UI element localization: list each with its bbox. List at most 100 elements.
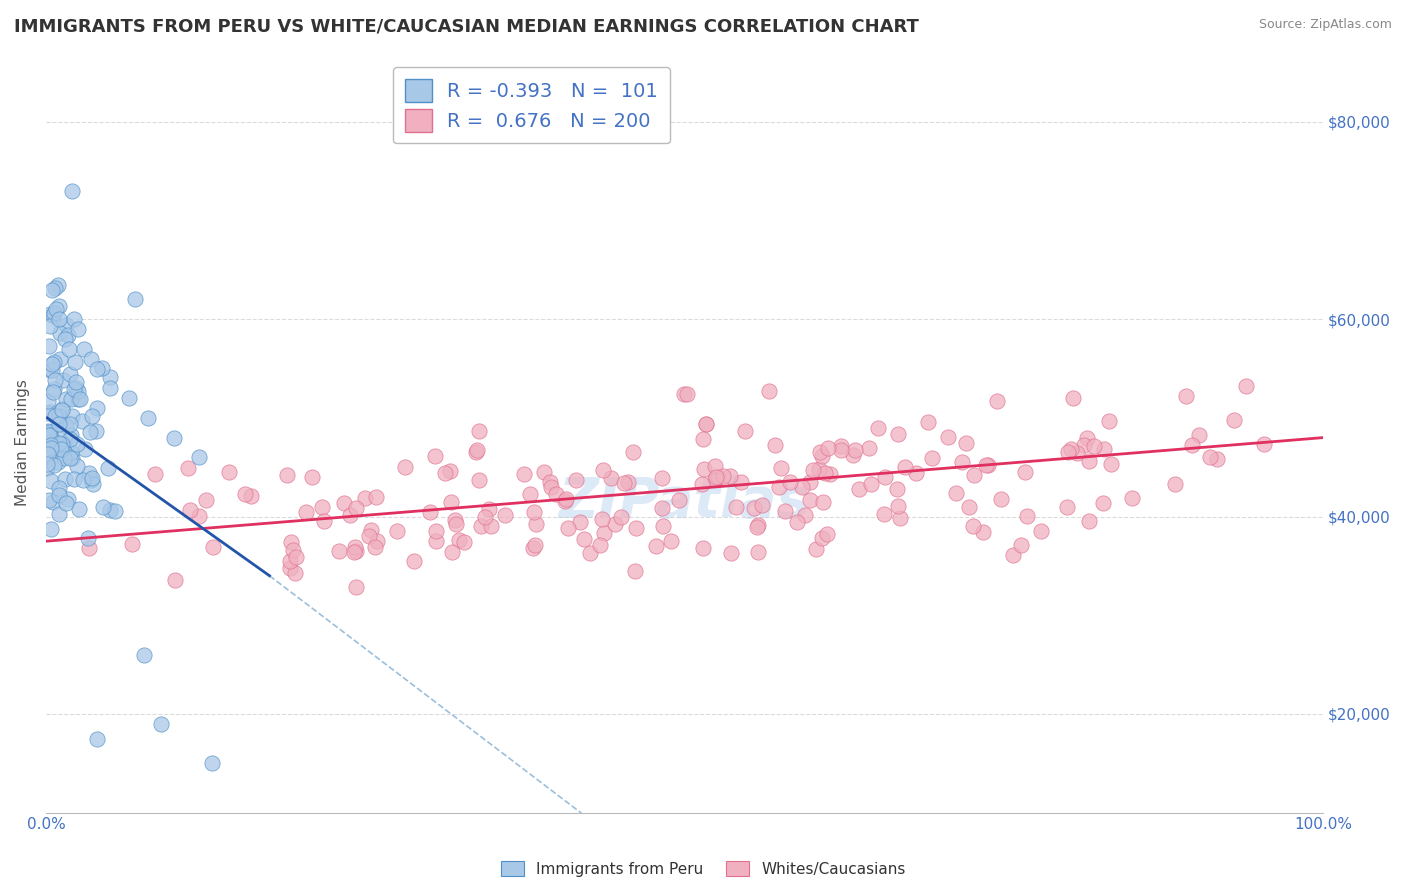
Point	[692, 541, 714, 556]
Point	[734, 424, 756, 438]
Point	[38, 425, 60, 439]
Point	[810, 531, 832, 545]
Point	[55, 318, 77, 333]
Point	[60, 444, 83, 458]
Point	[339, 508, 361, 522]
Point	[366, 533, 388, 548]
Point	[52, 442, 75, 457]
Point	[44, 281, 66, 295]
Point	[201, 756, 224, 771]
Point	[675, 387, 697, 401]
Point	[41, 283, 63, 297]
Point	[808, 445, 831, 459]
Point	[37, 394, 59, 409]
Point	[624, 564, 647, 578]
Point	[707, 470, 730, 484]
Point	[1077, 454, 1099, 468]
Point	[63, 382, 86, 396]
Point	[522, 541, 544, 555]
Point	[394, 460, 416, 475]
Point	[165, 574, 187, 588]
Text: ZIPatlas: ZIPatlas	[558, 475, 810, 529]
Point	[67, 502, 90, 516]
Point	[344, 540, 367, 554]
Point	[295, 504, 318, 518]
Point	[693, 462, 716, 476]
Point	[42, 434, 65, 448]
Point	[817, 441, 839, 455]
Point	[859, 477, 882, 491]
Point	[745, 520, 768, 534]
Point	[546, 487, 568, 501]
Point	[59, 428, 82, 442]
Point	[44, 306, 66, 320]
Point	[97, 461, 120, 475]
Point	[814, 466, 837, 480]
Point	[42, 382, 65, 396]
Point	[672, 386, 695, 401]
Point	[440, 494, 463, 508]
Point	[39, 428, 62, 442]
Point	[945, 486, 967, 500]
Point	[44, 373, 66, 387]
Point	[644, 539, 666, 553]
Point	[962, 519, 984, 533]
Point	[1056, 500, 1078, 515]
Point	[718, 469, 741, 483]
Point	[37, 431, 59, 445]
Point	[360, 523, 382, 537]
Point	[858, 441, 880, 455]
Point	[1066, 446, 1088, 460]
Point	[46, 444, 69, 458]
Point	[1253, 437, 1275, 451]
Point	[48, 507, 70, 521]
Point	[218, 465, 240, 479]
Point	[751, 499, 773, 513]
Point	[1073, 438, 1095, 452]
Point	[38, 308, 60, 322]
Point	[49, 442, 72, 457]
Point	[188, 508, 211, 523]
Point	[312, 514, 335, 528]
Point	[149, 716, 172, 731]
Point	[703, 458, 725, 473]
Point	[39, 405, 62, 419]
Point	[49, 326, 72, 341]
Point	[1199, 450, 1222, 465]
Point	[42, 495, 65, 509]
Point	[285, 549, 308, 564]
Point	[538, 475, 561, 489]
Point	[1222, 413, 1244, 427]
Legend: Immigrants from Peru, Whites/Caucasians: Immigrants from Peru, Whites/Caucasians	[494, 853, 912, 884]
Point	[366, 490, 388, 504]
Point	[98, 381, 121, 395]
Point	[758, 384, 780, 398]
Point	[63, 312, 86, 326]
Point	[779, 475, 801, 490]
Point	[72, 473, 94, 487]
Point	[38, 492, 60, 507]
Point	[55, 392, 77, 406]
Point	[38, 363, 60, 377]
Point	[278, 561, 301, 575]
Point	[63, 355, 86, 369]
Point	[86, 401, 108, 416]
Point	[444, 517, 467, 532]
Point	[786, 515, 808, 529]
Point	[565, 473, 588, 487]
Point	[830, 439, 852, 453]
Point	[239, 489, 262, 503]
Point	[98, 503, 121, 517]
Point	[1101, 457, 1123, 471]
Point	[80, 473, 103, 487]
Point	[46, 426, 69, 441]
Point	[1181, 438, 1204, 452]
Point	[1002, 548, 1025, 562]
Point	[179, 503, 201, 517]
Text: Source: ZipAtlas.com: Source: ZipAtlas.com	[1258, 18, 1392, 31]
Point	[44, 354, 66, 368]
Point	[830, 443, 852, 458]
Point	[49, 351, 72, 366]
Point	[301, 470, 323, 484]
Point	[1163, 476, 1185, 491]
